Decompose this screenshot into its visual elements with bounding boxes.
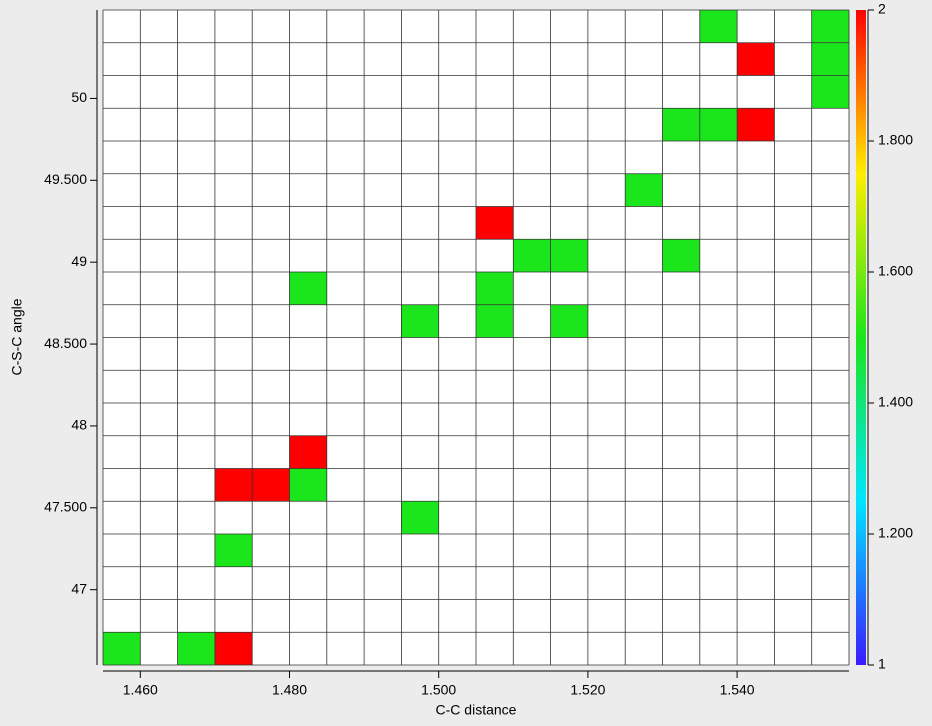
heatmap-cell xyxy=(214,632,253,665)
heatmap-cell xyxy=(401,304,439,338)
heatmap-cell xyxy=(737,108,775,141)
heatmap-cell xyxy=(811,10,849,43)
colorbar-tick-label: 1.200 xyxy=(878,525,913,541)
heatmap-cell xyxy=(214,534,253,567)
y-tick-label: 47 xyxy=(71,580,87,596)
colorbar-tick-label: 1.400 xyxy=(878,394,913,410)
heatmap-cell xyxy=(811,75,849,109)
heatmap-cell xyxy=(476,304,514,338)
colorbar xyxy=(856,10,866,665)
heatmap-cell xyxy=(662,239,700,272)
y-tick-label: 48.500 xyxy=(44,335,87,351)
y-tick-label: 50 xyxy=(71,89,87,105)
heatmap-cell xyxy=(252,468,290,502)
x-tick-label: 1.500 xyxy=(421,682,456,698)
colorbar-tick-label: 2 xyxy=(878,1,886,17)
y-tick-label: 47.500 xyxy=(44,499,87,515)
y-tick-label: 49 xyxy=(71,253,87,269)
heatmap-cell xyxy=(699,108,738,141)
heatmap-cell xyxy=(550,239,588,272)
heatmap-cell xyxy=(513,239,551,272)
x-tick-label: 1.540 xyxy=(720,682,755,698)
heatmap-cell xyxy=(550,304,588,338)
colorbar-tick-label: 1.600 xyxy=(878,263,913,279)
heatmap-cell xyxy=(737,42,775,76)
heatmap-cell xyxy=(476,272,514,305)
x-tick-label: 1.480 xyxy=(272,682,307,698)
heatmap-cell xyxy=(811,42,849,76)
x-axis-title: C-C distance xyxy=(436,702,517,718)
colorbar-tick-label: 1.800 xyxy=(878,132,913,148)
y-tick-label: 49.500 xyxy=(44,171,87,187)
heatmap-cell xyxy=(625,173,663,207)
heatmap-cell xyxy=(214,468,253,502)
heatmap-cell xyxy=(103,632,141,665)
y-axis-title: C-S-C angle xyxy=(9,298,25,375)
heatmap-cell xyxy=(401,501,439,534)
colorbar-tick-label: 1 xyxy=(878,656,886,672)
heatmap-cell xyxy=(289,272,327,305)
heatmap-cell xyxy=(662,108,700,141)
y-tick-label: 48 xyxy=(71,417,87,433)
x-tick-label: 1.520 xyxy=(570,682,605,698)
heatmap-cell xyxy=(177,632,215,665)
heatmap-cell xyxy=(699,10,738,43)
heatmap-cell xyxy=(476,206,514,240)
heatmap-cell xyxy=(289,468,327,502)
heatmap-cell xyxy=(289,435,327,469)
x-tick-label: 1.460 xyxy=(123,682,158,698)
